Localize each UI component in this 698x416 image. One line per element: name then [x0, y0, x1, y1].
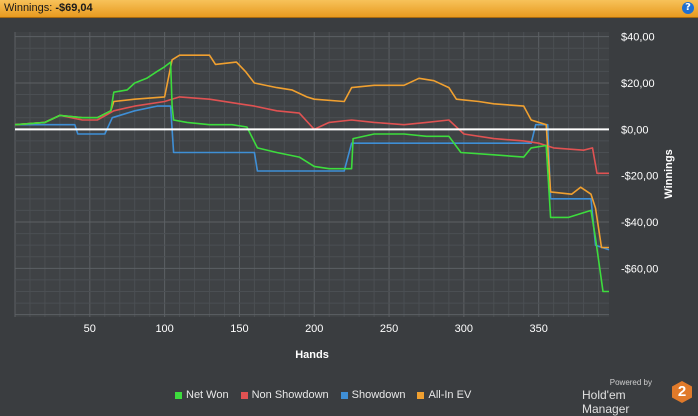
powered-by-text: Powered by [609, 378, 652, 387]
hm2-logo-icon: 2 [672, 381, 692, 403]
brand-name: Hold'em Manager [582, 388, 630, 416]
legend-swatch [175, 391, 182, 399]
x-tick-label: 200 [305, 323, 323, 335]
plot-background [15, 32, 609, 317]
x-axis-title: Hands [295, 349, 329, 361]
legend-label: All-In EV [428, 389, 472, 401]
legend-label: Showdown [351, 389, 406, 401]
brand-logo: Powered by Hold'em Manager 2 [582, 378, 692, 416]
legend-swatch [340, 391, 348, 399]
x-tick-label: 300 [455, 323, 473, 335]
y-tick-label: -$20,00 [621, 171, 658, 183]
winnings-label: Winnings: [4, 2, 53, 14]
x-tick-label: 350 [529, 323, 547, 335]
series-line-all-in-ev [14, 54, 609, 249]
legend-item-net-won[interactable]: Net Won [175, 389, 229, 401]
x-axis-ticks: 50 100 150 200 250 300 350 [84, 323, 548, 335]
legend-label: Non Showdown [251, 389, 329, 401]
y-tick-label: $20,00 [621, 78, 655, 90]
x-tick-label: 250 [380, 323, 398, 335]
winnings-value: -$69,04 [55, 2, 93, 14]
series-lines [14, 54, 610, 293]
x-tick-label: 150 [230, 323, 248, 335]
series-line-non-showdown [14, 96, 609, 175]
legend-label: Net Won [186, 389, 229, 401]
help-icon[interactable]: ? [682, 2, 694, 14]
legend-item-non-showdown[interactable]: Non Showdown [240, 389, 329, 401]
winnings-summary: Winnings: -$69,04 [4, 2, 93, 14]
y-axis-ticks: $40,00 $20,00 $0,00 -$20,00 -$40,00 -$60,00 [621, 32, 658, 276]
x-tick-label: 50 [84, 323, 96, 335]
winnings-chart: 50 100 150 200 250 300 350 $40,00 $20,00 $0,00 -$… [14, 32, 675, 361]
legend-item-showdown[interactable]: Showdown [340, 389, 406, 401]
series-line-net-won [14, 61, 609, 293]
legend-item-all-in-ev[interactable]: All-In EV [417, 389, 471, 401]
y-tick-label: -$60,00 [621, 263, 658, 275]
x-tick-label: 100 [155, 323, 173, 335]
legend: Net Won Non Showdown Showdown All-In EV [175, 389, 471, 401]
series-line-showdown [15, 105, 610, 251]
title-bar: Winnings: -$69,04 ? [0, 0, 698, 18]
legend-swatch [417, 391, 425, 399]
y-tick-label: $40,00 [621, 32, 655, 44]
grid-lines [14, 32, 609, 317]
legend-swatch [240, 391, 248, 399]
y-tick-label: $0,00 [621, 124, 649, 136]
y-tick-label: -$40,00 [621, 217, 658, 229]
y-axis-title: Winnings [663, 149, 675, 198]
